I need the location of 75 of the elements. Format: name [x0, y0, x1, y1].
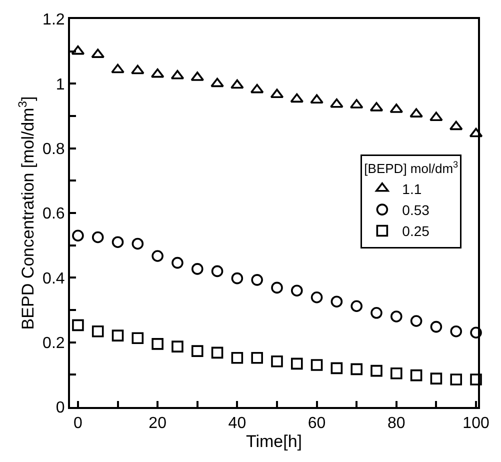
legend-label: 0.25 [402, 223, 430, 240]
point [152, 250, 164, 262]
point [270, 88, 284, 98]
x-tick-label: 0 [74, 415, 83, 432]
y-tick-label: 1.2 [42, 12, 65, 29]
point [469, 128, 483, 138]
point [231, 272, 244, 284]
point [112, 330, 124, 342]
point [251, 352, 263, 364]
point [470, 326, 482, 339]
point [132, 332, 144, 344]
point [152, 338, 164, 350]
point [72, 319, 84, 332]
point [230, 79, 244, 89]
point [211, 346, 224, 359]
legend-label: 0.53 [402, 202, 430, 218]
point [430, 112, 443, 122]
point [350, 300, 362, 312]
legend-title: [BEPD] mol/dm$^{3}$ [364, 159, 458, 176]
point [330, 98, 344, 108]
point [111, 64, 124, 74]
point [310, 94, 324, 104]
point [191, 345, 204, 357]
point [290, 284, 303, 296]
y-tick-label: 0.4 [42, 270, 65, 288]
point [310, 359, 323, 371]
y-tick-label: 0.2 [42, 334, 65, 352]
point [132, 238, 144, 250]
point [131, 64, 144, 74]
y-tick-label: 1 [56, 76, 65, 94]
point [92, 325, 104, 338]
point [450, 374, 462, 386]
point [71, 45, 85, 55]
point [410, 369, 422, 382]
point [450, 325, 462, 338]
x-axis-title: Time[h] [246, 432, 302, 452]
point [330, 362, 343, 374]
point [330, 296, 343, 308]
point [150, 68, 164, 78]
point [172, 256, 184, 269]
point [410, 108, 423, 118]
x-tick-label: 80 [388, 415, 406, 432]
point [211, 265, 224, 278]
point [251, 274, 263, 286]
point [191, 263, 204, 275]
point [72, 230, 84, 242]
x-tick-label: 20 [148, 415, 167, 432]
point [430, 320, 442, 333]
point [390, 310, 402, 322]
y-tick-label: 0.6 [42, 206, 65, 223]
point [250, 84, 264, 94]
y-tick-label: 0.8 [42, 140, 65, 158]
x-tick-label: 40 [228, 415, 246, 432]
point [370, 307, 382, 319]
legend-label: 1.1 [402, 180, 422, 197]
point [290, 93, 304, 103]
point [350, 363, 362, 376]
x-tick-label: 100 [462, 415, 490, 432]
point [310, 291, 323, 304]
point [370, 364, 382, 377]
point [470, 374, 482, 386]
point [290, 358, 303, 370]
point [449, 120, 463, 130]
point [172, 340, 184, 352]
point [271, 282, 283, 294]
point [430, 372, 442, 384]
point [92, 231, 104, 244]
y-tick-label: 0 [56, 400, 65, 417]
point [210, 78, 224, 88]
point [271, 356, 283, 368]
x-tick-label: 60 [308, 415, 326, 432]
point [112, 236, 124, 248]
point [231, 352, 244, 364]
point [390, 367, 402, 380]
point [410, 315, 422, 327]
